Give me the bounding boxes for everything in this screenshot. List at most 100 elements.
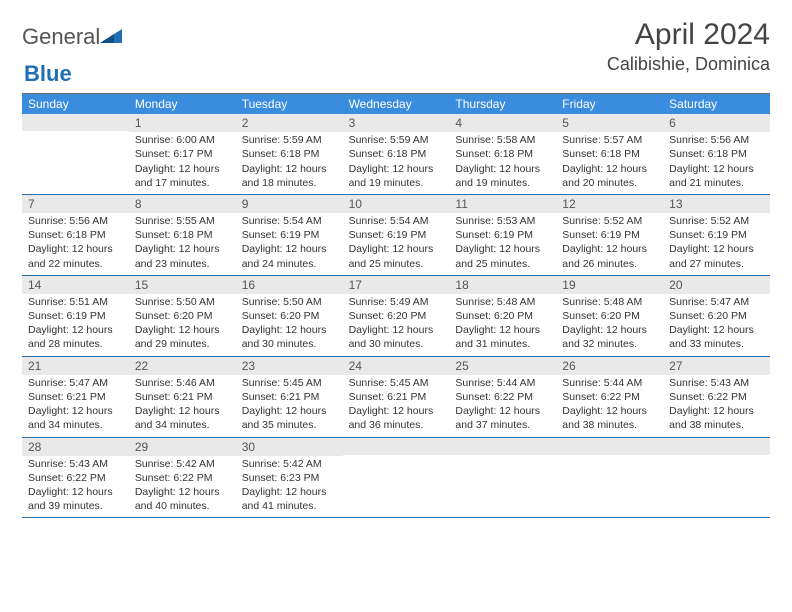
weekday-label: Friday bbox=[556, 94, 663, 114]
day-number: 30 bbox=[236, 438, 343, 456]
day-line: Sunrise: 6:00 AM bbox=[135, 133, 230, 147]
day-line: Sunrise: 5:59 AM bbox=[242, 133, 337, 147]
day-cell: 15Sunrise: 5:50 AMSunset: 6:20 PMDayligh… bbox=[129, 276, 236, 356]
day-body bbox=[663, 455, 770, 460]
day-line: Sunrise: 5:42 AM bbox=[242, 457, 337, 471]
day-number: 4 bbox=[449, 114, 556, 132]
day-body: Sunrise: 5:48 AMSunset: 6:20 PMDaylight:… bbox=[449, 294, 556, 356]
day-number: 2 bbox=[236, 114, 343, 132]
day-line: Daylight: 12 hours and 31 minutes. bbox=[455, 323, 550, 351]
day-cell: 9Sunrise: 5:54 AMSunset: 6:19 PMDaylight… bbox=[236, 195, 343, 275]
day-number: 12 bbox=[556, 195, 663, 213]
weekday-label: Tuesday bbox=[236, 94, 343, 114]
week-row: 21Sunrise: 5:47 AMSunset: 6:21 PMDayligh… bbox=[22, 357, 770, 438]
day-line: Sunrise: 5:55 AM bbox=[135, 214, 230, 228]
week-row: 1Sunrise: 6:00 AMSunset: 6:17 PMDaylight… bbox=[22, 114, 770, 195]
day-number: 1 bbox=[129, 114, 236, 132]
day-line: Daylight: 12 hours and 19 minutes. bbox=[349, 162, 444, 190]
day-number: 3 bbox=[343, 114, 450, 132]
day-line: Sunrise: 5:47 AM bbox=[669, 295, 764, 309]
day-line: Daylight: 12 hours and 20 minutes. bbox=[562, 162, 657, 190]
day-body: Sunrise: 5:42 AMSunset: 6:23 PMDaylight:… bbox=[236, 456, 343, 518]
day-line: Daylight: 12 hours and 39 minutes. bbox=[28, 485, 123, 513]
day-line: Sunset: 6:18 PM bbox=[242, 147, 337, 161]
day-cell: 20Sunrise: 5:47 AMSunset: 6:20 PMDayligh… bbox=[663, 276, 770, 356]
day-number bbox=[556, 438, 663, 455]
day-cell: 5Sunrise: 5:57 AMSunset: 6:18 PMDaylight… bbox=[556, 114, 663, 194]
day-number: 6 bbox=[663, 114, 770, 132]
day-line: Daylight: 12 hours and 37 minutes. bbox=[455, 404, 550, 432]
day-line: Daylight: 12 hours and 27 minutes. bbox=[669, 242, 764, 270]
month-title: April 2024 bbox=[607, 18, 770, 52]
day-line: Sunset: 6:21 PM bbox=[242, 390, 337, 404]
day-body: Sunrise: 5:59 AMSunset: 6:18 PMDaylight:… bbox=[343, 132, 450, 194]
weekday-label: Thursday bbox=[449, 94, 556, 114]
day-line: Daylight: 12 hours and 41 minutes. bbox=[242, 485, 337, 513]
day-number: 10 bbox=[343, 195, 450, 213]
day-line: Sunset: 6:22 PM bbox=[562, 390, 657, 404]
day-body bbox=[556, 455, 663, 460]
day-body: Sunrise: 5:57 AMSunset: 6:18 PMDaylight:… bbox=[556, 132, 663, 194]
day-cell bbox=[22, 114, 129, 194]
day-line: Sunset: 6:19 PM bbox=[349, 228, 444, 242]
day-line: Sunrise: 5:58 AM bbox=[455, 133, 550, 147]
day-body: Sunrise: 5:43 AMSunset: 6:22 PMDaylight:… bbox=[22, 456, 129, 518]
day-line: Sunrise: 5:54 AM bbox=[242, 214, 337, 228]
day-number bbox=[663, 438, 770, 455]
day-line: Sunrise: 5:43 AM bbox=[669, 376, 764, 390]
day-body: Sunrise: 5:47 AMSunset: 6:21 PMDaylight:… bbox=[22, 375, 129, 437]
day-body: Sunrise: 5:50 AMSunset: 6:20 PMDaylight:… bbox=[236, 294, 343, 356]
day-line: Sunset: 6:22 PM bbox=[669, 390, 764, 404]
logo-triangle-icon bbox=[100, 27, 122, 48]
logo: General bbox=[22, 24, 124, 50]
day-line: Sunset: 6:20 PM bbox=[242, 309, 337, 323]
day-body: Sunrise: 5:49 AMSunset: 6:20 PMDaylight:… bbox=[343, 294, 450, 356]
day-cell: 30Sunrise: 5:42 AMSunset: 6:23 PMDayligh… bbox=[236, 438, 343, 518]
day-line: Sunset: 6:21 PM bbox=[135, 390, 230, 404]
day-body: Sunrise: 6:00 AMSunset: 6:17 PMDaylight:… bbox=[129, 132, 236, 194]
day-number: 19 bbox=[556, 276, 663, 294]
day-cell: 21Sunrise: 5:47 AMSunset: 6:21 PMDayligh… bbox=[22, 357, 129, 437]
day-cell: 23Sunrise: 5:45 AMSunset: 6:21 PMDayligh… bbox=[236, 357, 343, 437]
day-number: 11 bbox=[449, 195, 556, 213]
weekday-label: Saturday bbox=[663, 94, 770, 114]
day-number: 9 bbox=[236, 195, 343, 213]
day-line: Daylight: 12 hours and 25 minutes. bbox=[455, 242, 550, 270]
day-body bbox=[449, 455, 556, 460]
day-cell bbox=[343, 438, 450, 518]
day-line: Daylight: 12 hours and 25 minutes. bbox=[349, 242, 444, 270]
day-line: Daylight: 12 hours and 28 minutes. bbox=[28, 323, 123, 351]
day-body: Sunrise: 5:55 AMSunset: 6:18 PMDaylight:… bbox=[129, 213, 236, 275]
day-line: Sunset: 6:20 PM bbox=[669, 309, 764, 323]
day-cell: 22Sunrise: 5:46 AMSunset: 6:21 PMDayligh… bbox=[129, 357, 236, 437]
day-body: Sunrise: 5:45 AMSunset: 6:21 PMDaylight:… bbox=[236, 375, 343, 437]
day-line: Daylight: 12 hours and 30 minutes. bbox=[242, 323, 337, 351]
day-body: Sunrise: 5:47 AMSunset: 6:20 PMDaylight:… bbox=[663, 294, 770, 356]
day-line: Daylight: 12 hours and 36 minutes. bbox=[349, 404, 444, 432]
day-line: Sunset: 6:19 PM bbox=[669, 228, 764, 242]
day-line: Daylight: 12 hours and 38 minutes. bbox=[669, 404, 764, 432]
week-row: 28Sunrise: 5:43 AMSunset: 6:22 PMDayligh… bbox=[22, 438, 770, 519]
day-cell: 17Sunrise: 5:49 AMSunset: 6:20 PMDayligh… bbox=[343, 276, 450, 356]
day-cell: 6Sunrise: 5:56 AMSunset: 6:18 PMDaylight… bbox=[663, 114, 770, 194]
day-line: Sunrise: 5:56 AM bbox=[669, 133, 764, 147]
day-body: Sunrise: 5:45 AMSunset: 6:21 PMDaylight:… bbox=[343, 375, 450, 437]
day-number: 17 bbox=[343, 276, 450, 294]
weekday-header: Sunday Monday Tuesday Wednesday Thursday… bbox=[22, 94, 770, 114]
day-number: 20 bbox=[663, 276, 770, 294]
day-line: Daylight: 12 hours and 30 minutes. bbox=[349, 323, 444, 351]
day-cell: 1Sunrise: 6:00 AMSunset: 6:17 PMDaylight… bbox=[129, 114, 236, 194]
day-line: Sunrise: 5:46 AM bbox=[135, 376, 230, 390]
day-body: Sunrise: 5:52 AMSunset: 6:19 PMDaylight:… bbox=[663, 213, 770, 275]
day-line: Daylight: 12 hours and 32 minutes. bbox=[562, 323, 657, 351]
day-cell: 19Sunrise: 5:48 AMSunset: 6:20 PMDayligh… bbox=[556, 276, 663, 356]
title-block: April 2024 Calibishie, Dominica bbox=[607, 18, 770, 75]
day-number: 28 bbox=[22, 438, 129, 456]
day-line: Sunset: 6:21 PM bbox=[349, 390, 444, 404]
logo-word2: Blue bbox=[24, 61, 72, 86]
day-line: Sunset: 6:18 PM bbox=[455, 147, 550, 161]
day-body bbox=[343, 455, 450, 460]
day-line: Sunset: 6:18 PM bbox=[669, 147, 764, 161]
day-line: Sunset: 6:20 PM bbox=[562, 309, 657, 323]
day-line: Sunset: 6:18 PM bbox=[562, 147, 657, 161]
